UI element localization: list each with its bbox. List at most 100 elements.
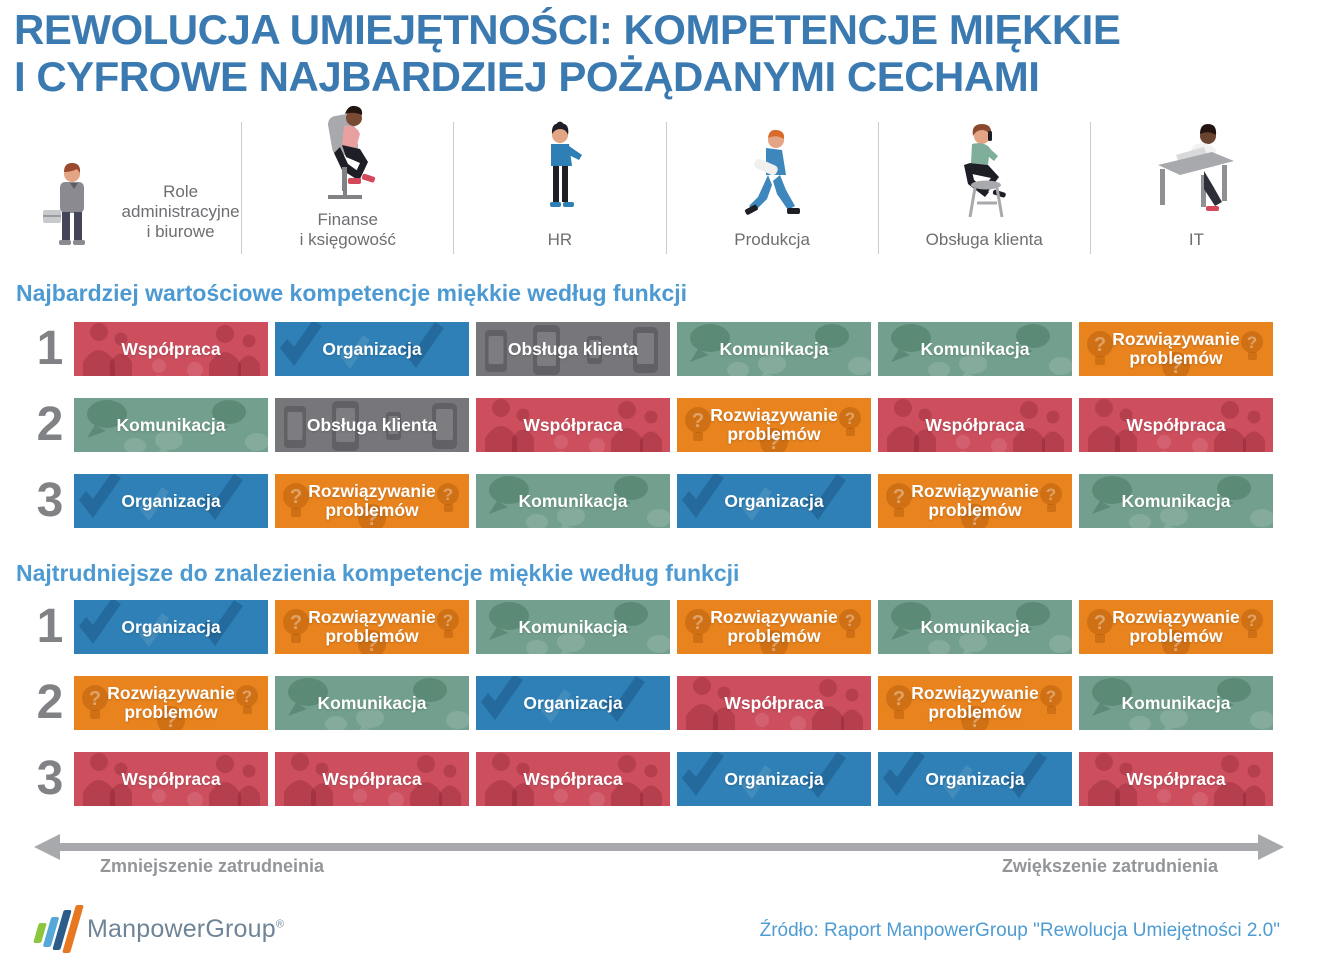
rank-number: 2	[36, 398, 64, 451]
tile-label: Organizacja	[322, 338, 422, 359]
rank-number: 3	[36, 474, 64, 527]
competency-tile-communication: Komunikacja	[677, 322, 871, 376]
competency-tile-collaboration: Współpraca	[677, 676, 871, 730]
rank-number: 1	[36, 322, 64, 375]
rank-number: 1	[36, 600, 64, 653]
source-note: Źródło: Raport ManpowerGroup "Rewolucja …	[759, 920, 1280, 941]
competency-tile-communication: Komunikacja	[1079, 676, 1273, 730]
desk-laptop-person-icon	[1146, 123, 1246, 225]
axis-line	[54, 843, 1264, 851]
tile-label: Komunikacja	[920, 616, 1030, 637]
axis-label-decrease: Zmniejszenie zatrudneinia	[100, 856, 325, 876]
competency-tile-organization: Organizacja	[878, 752, 1072, 806]
rank-row-1: 1 Organizacja ? ? ? Rozwiązywanie problem…	[30, 600, 1273, 654]
category-column-1: Role administracyjne i biurowe	[30, 122, 241, 254]
tile-label: Komunikacja	[1121, 692, 1231, 713]
tile-label: Komunikacja	[1121, 490, 1231, 511]
competency-tile-collaboration: Współpraca	[476, 752, 670, 806]
walking-worker-icon	[730, 129, 814, 225]
tile-label: Komunikacja	[719, 338, 829, 359]
tile-label: Rozwiązywanie problemów	[1112, 607, 1240, 646]
categories-row: Role administracyjne i biurowe Finanse i ks…	[30, 105, 1302, 254]
competency-tile-communication: Komunikacja	[476, 600, 670, 654]
tile-label: Organizacja	[523, 692, 623, 713]
competency-tile-communication: Komunikacja	[74, 398, 268, 452]
tile-label: Organizacja	[121, 490, 221, 511]
tile-label: Rozwiązywanie problemów	[911, 481, 1039, 520]
brand-name: ManpowerGroup®	[87, 915, 284, 944]
category-label: HR	[547, 229, 573, 249]
category-column-6: IT	[1089, 122, 1302, 254]
category-label: Obsługa klienta	[925, 229, 1043, 249]
tile-label: Współpraca	[322, 768, 422, 789]
competency-tile-communication: Komunikacja	[275, 676, 469, 730]
category-label: Role administracyjne i biurowe	[121, 181, 240, 241]
competency-tile-organization: Organizacja	[74, 600, 268, 654]
tile-label: Współpraca	[121, 338, 221, 359]
competency-tile-collaboration: Współpraca	[878, 398, 1072, 452]
employment-axis: Zmniejszenie zatrudneinia Zwiększenie za…	[34, 834, 1284, 884]
competency-tile-communication: Komunikacja	[1079, 474, 1273, 528]
tile-label: Rozwiązywanie problemów	[308, 607, 436, 646]
tile-row: Organizacja ? ? ? Rozwiązywanie problemów…	[74, 474, 1273, 528]
tile-label: Rozwiązywanie problemów	[107, 683, 235, 722]
section-heading-most-valued: Najbardziej wartościowe kompetencje mięk…	[16, 280, 688, 306]
competency-tile-organization: Organizacja	[476, 676, 670, 730]
rank-number: 3	[36, 752, 64, 805]
tile-label: Współpraca	[724, 692, 824, 713]
rank-row-2: 2 ? ? ? Rozwiązywanie problemów Komunikac…	[30, 676, 1273, 730]
tile-row: Komunikacja Obsługa klienta Współpraca ?…	[74, 398, 1273, 452]
competency-tile-problem_solving: ? ? ? Rozwiązywanie problemów	[275, 474, 469, 528]
page-title: REWOLUCJA UMIEJĘTNOŚCI: KOMPETENCJE MIĘK…	[14, 6, 1121, 100]
category-label: IT	[1188, 229, 1204, 249]
competency-tile-collaboration: Współpraca	[476, 398, 670, 452]
tile-row: Współpraca Współpraca Współpraca Organiz…	[74, 752, 1273, 806]
tile-label: Organizacja	[724, 768, 824, 789]
category-column-5: Obsługa klienta	[877, 122, 1090, 254]
competency-tile-problem_solving: ? ? ? Rozwiązywanie problemów	[1079, 600, 1273, 654]
competency-tile-collaboration: Współpraca	[275, 752, 469, 806]
competency-tile-organization: Organizacja	[677, 752, 871, 806]
tile-label: Rozwiązywanie problemów	[710, 607, 838, 646]
tile-label: Komunikacja	[518, 616, 628, 637]
competency-tile-customer_service: Obsługa klienta	[275, 398, 469, 452]
competency-tile-collaboration: Współpraca	[1079, 752, 1273, 806]
tile-label: Komunikacja	[920, 338, 1030, 359]
standing-woman-icon	[525, 121, 595, 225]
category-label: Produkcja	[734, 229, 810, 249]
tile-label: Współpraca	[925, 414, 1025, 435]
tile-row: ? ? ? Rozwiązywanie problemów Komunikacja…	[74, 676, 1273, 730]
competency-tile-communication: Komunikacja	[878, 322, 1072, 376]
seated-phone-person-icon	[942, 123, 1026, 225]
competency-tile-problem_solving: ? ? ? Rozwiązywanie problemów	[275, 600, 469, 654]
competency-tile-problem_solving: ? ? ? Rozwiązywanie problemów	[878, 676, 1072, 730]
competency-tile-organization: Organizacja	[275, 322, 469, 376]
rank-row-3: 3 Współpraca Współpraca Współpraca Organ…	[30, 752, 1273, 806]
tile-label: Współpraca	[1126, 414, 1226, 435]
competency-tile-problem_solving: ? ? ? Rozwiązywanie problemów	[677, 600, 871, 654]
rank-row-2: 2 Komunikacja Obsługa klienta Współpraca…	[30, 398, 1273, 452]
grid-hardest-to-find: 1 Organizacja ? ? ? Rozwiązywanie problem…	[30, 600, 1273, 828]
manpowergroup-logo-icon	[33, 905, 84, 953]
competency-tile-communication: Komunikacja	[878, 600, 1072, 654]
title-line1: REWOLUCJA UMIEJĘTNOŚCI: KOMPETENCJE MIĘK…	[14, 6, 1121, 53]
tile-row: Współpraca Organizacja Obsługa klienta K…	[74, 322, 1273, 376]
competency-tile-collaboration: Współpraca	[1079, 398, 1273, 452]
grid-most-valued: 1 Współpraca Organizacja Obsługa klienta…	[30, 322, 1273, 550]
competency-tile-problem_solving: ? ? ? Rozwiązywanie problemów	[677, 398, 871, 452]
tile-label: Rozwiązywanie problemów	[308, 481, 436, 520]
category-column-4: Produkcja	[665, 122, 878, 254]
tile-label: Organizacja	[724, 490, 824, 511]
competency-tile-collaboration: Współpraca	[74, 322, 268, 376]
competency-tile-collaboration: Współpraca	[74, 752, 268, 806]
category-column-3: HR	[453, 121, 665, 254]
tile-label: Komunikacja	[116, 414, 226, 435]
section-heading-hardest-to-find: Najtrudniejsze do znalezienia kompetencj…	[16, 560, 740, 586]
tile-row: Organizacja ? ? ? Rozwiązywanie problemów…	[74, 600, 1273, 654]
tile-label: Współpraca	[523, 768, 623, 789]
tile-label: Rozwiązywanie problemów	[710, 405, 838, 444]
tile-label: Organizacja	[121, 616, 221, 637]
office-chair-person-icon	[304, 105, 392, 205]
competency-tile-organization: Organizacja	[74, 474, 268, 528]
